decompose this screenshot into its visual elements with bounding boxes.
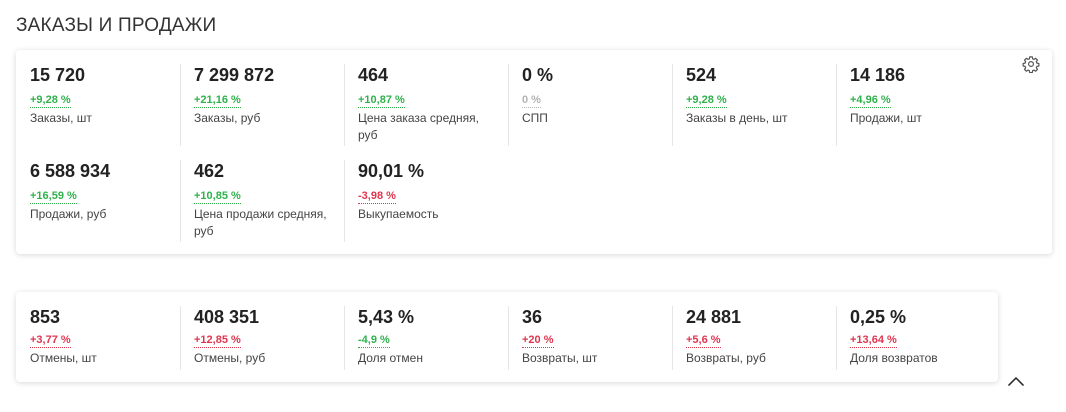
metric-label: Доля отмен (358, 351, 423, 365)
metric-value: 15 720 (30, 65, 86, 85)
metric-value: 90,01 % (358, 161, 425, 181)
metric-label: Возвраты, шт (522, 351, 598, 365)
metric-label: Возвраты, руб (686, 351, 766, 365)
metric-label: Заказы, руб (194, 111, 261, 125)
metric-delta[interactable]: 0 % (522, 94, 541, 108)
returns-card: 853 +3,77 % Отмены, шт 408 351 +12,85 % … (16, 292, 998, 382)
metric-delta[interactable]: +10,87 % (358, 94, 405, 108)
metric-label: Продажи, шт (850, 111, 922, 125)
metric-cancels-rub: 408 351 +12,85 % Отмены, руб (180, 306, 344, 370)
metric-orders-qty: 15 720 +9,28 % Заказы, шт (16, 64, 180, 160)
metric-sales-rub: 6 588 934 +16,59 % Продажи, руб (16, 160, 180, 256)
metric-returns-qty: 36 +20 % Возвраты, шт (508, 306, 672, 370)
metric-label: Отмены, шт (30, 351, 97, 365)
returns-grid: 853 +3,77 % Отмены, шт 408 351 +12,85 % … (16, 306, 1000, 370)
metric-orders-rub: 7 299 872 +21,16 % Заказы, руб (180, 64, 344, 160)
metric-orders-per-day: 524 +9,28 % Заказы в день, шт (672, 64, 836, 160)
metric-label: Доля возвратов (850, 351, 938, 365)
section-title: ЗАКАЗЫ И ПРОДАЖИ (16, 15, 217, 36)
orders-sales-grid: 15 720 +9,28 % Заказы, шт 7 299 872 +21,… (16, 64, 1000, 256)
metric-value: 14 186 (850, 65, 906, 85)
metric-return-share: 0,25 % +13,64 % Доля возвратов (836, 306, 1000, 370)
chevron-up-icon[interactable] (1006, 374, 1026, 388)
metric-avg-sale-price: 462 +10,85 % Цена продажи средняя, руб (180, 160, 344, 256)
metric-label: Выкупаемость (358, 207, 439, 221)
metric-value: 0 % (522, 65, 554, 85)
metric-delta[interactable]: +3,77 % (30, 334, 71, 348)
metric-spp: 0 % 0 % СПП (508, 64, 672, 160)
metric-delta[interactable]: -4,9 % (358, 334, 390, 348)
metric-label: Заказы в день, шт (686, 111, 788, 125)
metric-buyout-rate: 90,01 % -3,98 % Выкупаемость (344, 160, 508, 256)
metric-cancel-share: 5,43 % -4,9 % Доля отмен (344, 306, 508, 370)
metric-value: 6 588 934 (30, 161, 111, 181)
gear-icon[interactable] (1022, 55, 1040, 74)
metric-delta[interactable]: +13,64 % (850, 334, 897, 348)
orders-sales-card: 15 720 +9,28 % Заказы, шт 7 299 872 +21,… (16, 50, 1052, 254)
metric-delta[interactable]: +21,16 % (194, 94, 241, 108)
metric-value: 853 (30, 307, 61, 327)
metric-returns-rub: 24 881 +5,6 % Возвраты, руб (672, 306, 836, 370)
metric-delta[interactable]: +4,96 % (850, 94, 891, 108)
metric-label: Заказы, шт (30, 111, 92, 125)
metric-value: 462 (194, 161, 225, 181)
metric-value: 5,43 % (358, 307, 415, 327)
metric-delta[interactable]: +20 % (522, 334, 554, 348)
metric-delta[interactable]: +12,85 % (194, 334, 241, 348)
metric-cancels-qty: 853 +3,77 % Отмены, шт (16, 306, 180, 370)
metric-label: Цена заказа средняя, руб (358, 111, 479, 142)
metric-delta[interactable]: +16,59 % (30, 190, 77, 204)
metric-delta[interactable]: +10,85 % (194, 190, 241, 204)
metric-label: Отмены, руб (194, 351, 266, 365)
metric-delta[interactable]: +9,28 % (30, 94, 71, 108)
metric-value: 7 299 872 (194, 65, 275, 85)
metric-value: 464 (358, 65, 389, 85)
metric-label: Продажи, руб (30, 207, 107, 221)
metric-label: Цена продажи средняя, руб (194, 207, 327, 238)
metric-value: 408 351 (194, 307, 260, 327)
metric-sales-qty: 14 186 +4,96 % Продажи, шт (836, 64, 1000, 160)
metric-value: 24 881 (686, 307, 742, 327)
metric-delta[interactable]: -3,98 % (358, 190, 396, 204)
metric-delta[interactable]: +9,28 % (686, 94, 727, 108)
metric-avg-order-price: 464 +10,87 % Цена заказа средняя, руб (344, 64, 508, 160)
metric-label: СПП (522, 111, 548, 125)
metric-value: 524 (686, 65, 717, 85)
metric-value: 0,25 % (850, 307, 907, 327)
metric-delta[interactable]: +5,6 % (686, 334, 721, 348)
metric-value: 36 (522, 307, 543, 327)
